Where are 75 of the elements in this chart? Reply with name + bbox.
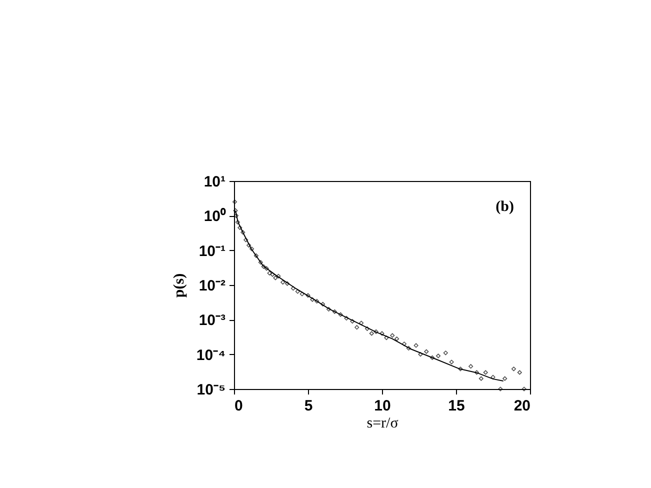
point <box>390 333 395 338</box>
x-tick-label: 20 <box>514 398 530 414</box>
point <box>338 312 343 317</box>
point <box>418 352 423 357</box>
point <box>267 270 272 276</box>
point <box>244 238 248 242</box>
x-tick-label: 15 <box>448 398 465 414</box>
annotation: (b) <box>496 199 514 215</box>
point <box>344 316 349 321</box>
point <box>306 293 310 298</box>
point <box>354 325 360 330</box>
point <box>402 342 406 346</box>
x-axis-title: s=r/σ <box>366 416 398 432</box>
point <box>264 266 269 271</box>
point <box>285 281 290 286</box>
point <box>406 346 411 350</box>
point <box>314 298 320 304</box>
point <box>490 374 496 380</box>
point <box>290 286 296 291</box>
point <box>238 225 242 230</box>
point <box>249 246 254 252</box>
point <box>300 292 304 296</box>
point <box>280 280 286 285</box>
y-tick-label: 10⁻² <box>198 278 226 294</box>
y-tick-label: 10⁻⁴ <box>196 346 226 364</box>
x-tick-label: 5 <box>304 398 313 414</box>
point <box>468 364 474 369</box>
point <box>258 260 263 265</box>
point <box>235 220 240 224</box>
point <box>511 366 516 372</box>
y-tick-label: 10¹ <box>204 174 226 190</box>
y-tick-label: 10⁻⁵ <box>196 382 226 398</box>
point <box>276 274 281 278</box>
point <box>369 331 374 336</box>
point <box>254 253 258 258</box>
point <box>233 208 238 213</box>
point <box>449 360 454 364</box>
point <box>234 213 238 218</box>
point <box>414 343 418 348</box>
point <box>359 320 364 326</box>
point <box>364 326 370 331</box>
y-tick-label: 10⁻³ <box>198 312 226 330</box>
point <box>474 370 479 375</box>
y-axis-title: p(s) <box>171 273 188 298</box>
point <box>350 318 355 324</box>
x-tick-label: 10 <box>374 398 391 414</box>
point <box>326 306 331 312</box>
point <box>498 386 503 392</box>
point <box>430 355 435 360</box>
point <box>232 200 238 204</box>
point <box>270 272 275 277</box>
point <box>517 370 522 375</box>
point <box>436 354 441 358</box>
point <box>246 242 252 248</box>
point <box>295 289 300 294</box>
point <box>261 264 266 269</box>
point <box>374 329 378 334</box>
point <box>273 276 278 280</box>
point <box>502 376 508 381</box>
x-tick-label: 0 <box>234 398 243 414</box>
point <box>483 370 488 375</box>
point <box>443 350 448 356</box>
point <box>394 336 400 342</box>
point <box>458 366 463 372</box>
point <box>478 376 484 381</box>
y-tick-label: 10⁻¹ <box>198 242 226 260</box>
point <box>522 386 526 392</box>
point <box>240 230 246 235</box>
y-tick-label: 10⁰ <box>204 207 226 226</box>
point <box>332 309 337 314</box>
point <box>424 349 429 354</box>
point <box>384 336 389 340</box>
point <box>320 302 326 306</box>
point <box>310 297 315 302</box>
point <box>380 331 384 336</box>
